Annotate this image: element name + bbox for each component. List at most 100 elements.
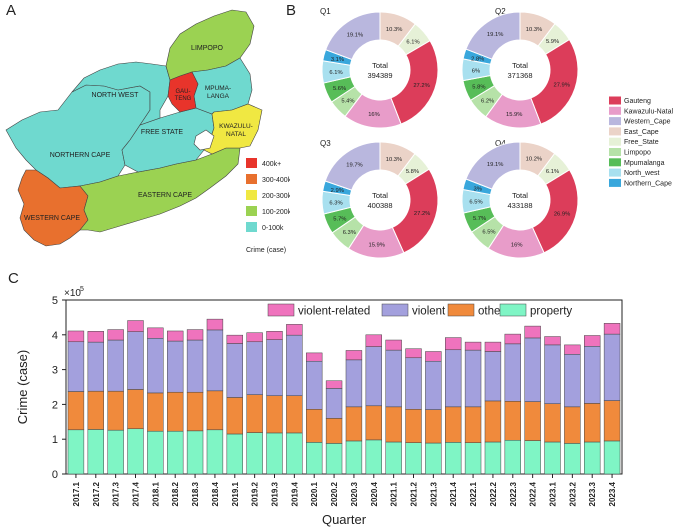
donut-center-label: Total — [512, 191, 528, 200]
bar-segment-property — [544, 441, 561, 475]
bar-segment-property — [87, 429, 104, 475]
legend-swatch-violent — [381, 303, 409, 317]
bar-segment-property — [186, 430, 204, 475]
y-tick-label: 1 — [52, 434, 58, 446]
label-eastern-cape: EASTERN CAPE — [138, 192, 192, 199]
bar-segment-violent-related — [425, 351, 442, 362]
x-tick-label: 2017.2 — [92, 481, 101, 506]
bar-segment-other — [603, 400, 621, 442]
province-gauteng — [167, 71, 199, 113]
donut-q2: Q2 10.3% 5.9% 27.9% 15.9% 6.2% 5.8% 6% 2.8% 19.1%… — [461, 7, 579, 129]
donut-q3: Q3 10.3% 5.8% 27.2% 15.9% 6.3% 5.7% 6.3% 2.9% 19.… — [320, 139, 439, 259]
bar-stack-2017.3 — [107, 329, 124, 475]
bar-stack-2022.2 — [484, 341, 502, 475]
x-tick-label: 2023.4 — [608, 481, 617, 506]
bar-segment-violent — [107, 339, 124, 392]
bar-segment-violent-related — [385, 339, 402, 351]
x-tick-label: 2023.3 — [588, 481, 597, 506]
bar-segment-violent — [425, 360, 442, 410]
bar-segment-violent — [167, 340, 184, 393]
bar-segment-violent-related — [107, 329, 124, 341]
x-tick-label: 2020.4 — [370, 481, 379, 506]
donut-legend-swatch — [609, 106, 621, 115]
donut-data-label: 26.9% — [554, 211, 570, 217]
bar-segment-other — [266, 395, 283, 434]
y-tick-label: 5 — [52, 295, 58, 307]
donut-data-label: 19.7% — [346, 163, 362, 169]
donut-legend-label: Mpumalanga — [624, 160, 665, 167]
bar-segment-property — [246, 432, 263, 475]
donut-data-label: 6.3% — [329, 201, 342, 207]
bar-segment-violent-related — [87, 331, 104, 343]
legend-title: Crime (case) — [246, 247, 286, 254]
bar-segment-other — [385, 406, 402, 443]
bar-segment-violent — [206, 329, 224, 392]
south-africa-map: LIMPOPO NORTH WEST GAU- TENG MPUMA- LANG… — [5, 9, 290, 254]
bar-segment-violent-related — [504, 333, 521, 345]
bar-stack-2018.4 — [206, 318, 224, 475]
x-tick-label: 2020.3 — [350, 481, 359, 506]
bar-stack-2020.3 — [345, 350, 363, 475]
donut-data-label: 5.9% — [546, 39, 559, 45]
legend-label-100-200k: 100-200k — [262, 209, 290, 216]
x-tick-label: 2021.2 — [410, 481, 419, 506]
donut-data-label: 27.2% — [414, 211, 430, 217]
x-tick-label: 2022.1 — [469, 481, 478, 506]
donut-data-label: 2.9% — [331, 188, 344, 194]
donut-data-label: 6.5% — [469, 199, 482, 205]
bar-segment-property — [524, 440, 541, 475]
province-western-cape — [17, 169, 89, 247]
x-tick-label: 2017.1 — [72, 481, 81, 506]
bar-stack-2023.3 — [584, 335, 601, 475]
donut-data-label: 6.1% — [406, 39, 419, 45]
bar-segment-violent — [524, 337, 541, 402]
donut-q1: Q1 10.3% 6.1% 27.2% 16% 5.4% 5.6% 6.1% 3.1% 19.1%… — [320, 7, 439, 129]
legend-swatch-400k — [246, 158, 257, 168]
legend-swatch-property — [499, 303, 527, 317]
donut-data-label: 5.4% — [341, 99, 354, 105]
bar-segment-other — [345, 406, 363, 442]
bar-segment-property — [67, 429, 85, 475]
bar-segment-other — [544, 403, 561, 443]
donut-data-label: 10.3% — [526, 27, 542, 33]
bar-segment-violent — [186, 339, 204, 393]
bar-segment-other — [584, 403, 601, 443]
bar-segment-property — [206, 429, 224, 475]
bar-stack-2018.3 — [186, 329, 204, 475]
bar-segment-violent — [405, 357, 422, 410]
donut-q4: Q4 10.2% 6.1% 26.9% 16% 6.5% 5.7% 6.5% 3% 19.1% To… — [461, 139, 579, 259]
label-northern-cape: NORTHERN CAPE — [50, 152, 111, 159]
bar-stack-2017.2 — [87, 331, 104, 475]
bar-segment-other — [564, 406, 581, 444]
donut-legend-label: Kawazulu-Natal — [624, 108, 673, 115]
bar-segment-property — [405, 442, 422, 475]
panel-a-label: A — [6, 2, 17, 19]
bar-segment-property — [127, 428, 144, 475]
donut-title: Q4 — [495, 139, 506, 148]
y-tick-label: 0 — [52, 469, 58, 481]
bar-segment-violent — [306, 360, 323, 410]
x-tick-label: 2023.2 — [568, 481, 577, 506]
bar-segment-property — [286, 432, 303, 475]
bar-segment-other — [405, 409, 422, 443]
donut-legend-swatch — [609, 158, 621, 167]
bar-segment-violent — [147, 338, 164, 394]
x-tick-label: 2018.3 — [191, 481, 200, 506]
bar-segment-other — [127, 389, 144, 430]
donut-data-label: 5.8% — [472, 84, 485, 90]
x-axis-label: Quarter — [322, 512, 367, 527]
donut-total: 400388 — [367, 201, 392, 210]
bar-segment-property — [345, 440, 363, 475]
donut-data-label: 6.2% — [481, 98, 494, 104]
bar-segment-violent-related — [564, 344, 581, 355]
bar-segment-violent — [484, 351, 502, 402]
bar-segment-property — [226, 433, 243, 475]
donut-legend-label: Limpopo — [624, 150, 651, 157]
x-tick-label: 2022.3 — [509, 481, 518, 506]
donut-legend-swatch — [609, 168, 621, 177]
x-tick-label: 2019.4 — [290, 481, 299, 506]
y-multiplier: ×10 — [64, 288, 81, 299]
legend-label-0-100k: 0-100k — [262, 225, 284, 232]
legend-swatch-violent-related — [267, 303, 295, 317]
legend-label-400k: 400k+ — [262, 161, 281, 168]
